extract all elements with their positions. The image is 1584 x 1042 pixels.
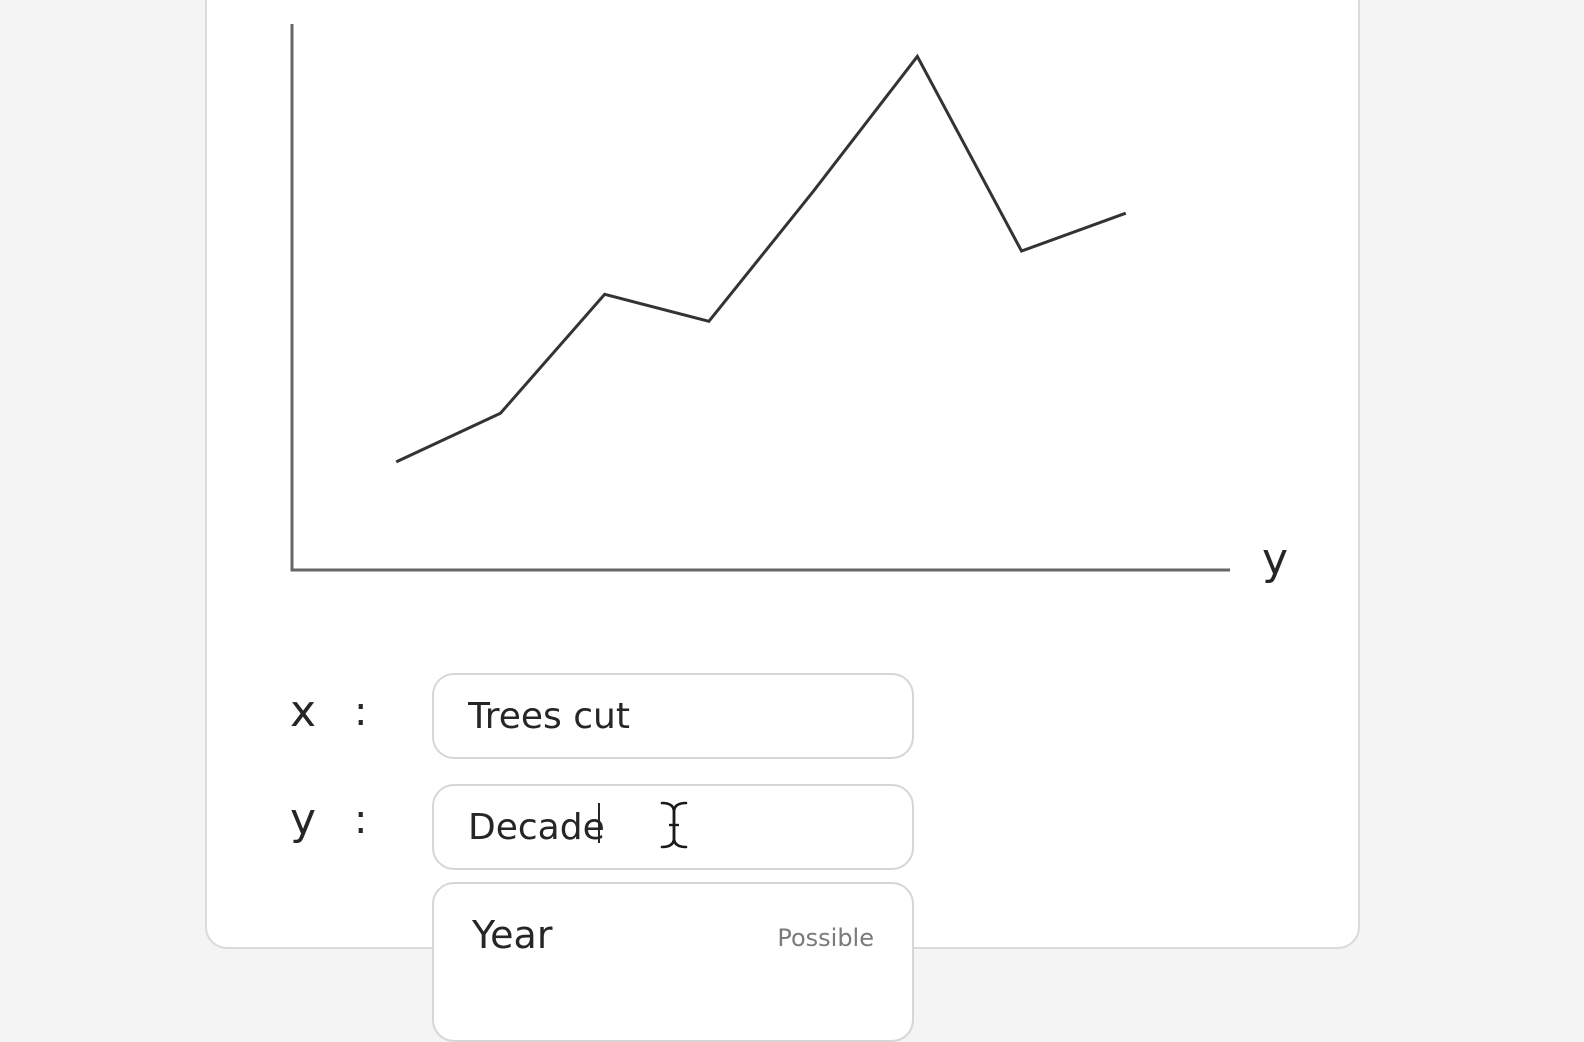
suggestion-dropdown: Year Possible	[432, 882, 914, 1042]
chart-axes	[290, 24, 1230, 572]
option-label: Year	[472, 913, 553, 957]
line-chart	[290, 24, 1230, 572]
option-tag: Possible	[777, 924, 874, 952]
axis-label-y: y	[1262, 534, 1289, 585]
x-field[interactable]	[432, 673, 914, 759]
x-row-colon: :	[354, 689, 368, 735]
series-line-0	[395, 53, 1127, 464]
y-field-input[interactable]	[468, 786, 888, 868]
y-row-colon: :	[354, 797, 368, 843]
y-field[interactable]	[432, 784, 914, 870]
chart-series	[395, 53, 1127, 464]
x-row-label: x	[290, 686, 317, 737]
text-caret	[598, 803, 600, 843]
dropdown-option-year[interactable]: Year Possible	[434, 884, 912, 984]
ibeam-cursor-icon	[659, 800, 689, 850]
y-row-label: y	[290, 794, 317, 845]
x-field-input[interactable]	[468, 675, 888, 757]
